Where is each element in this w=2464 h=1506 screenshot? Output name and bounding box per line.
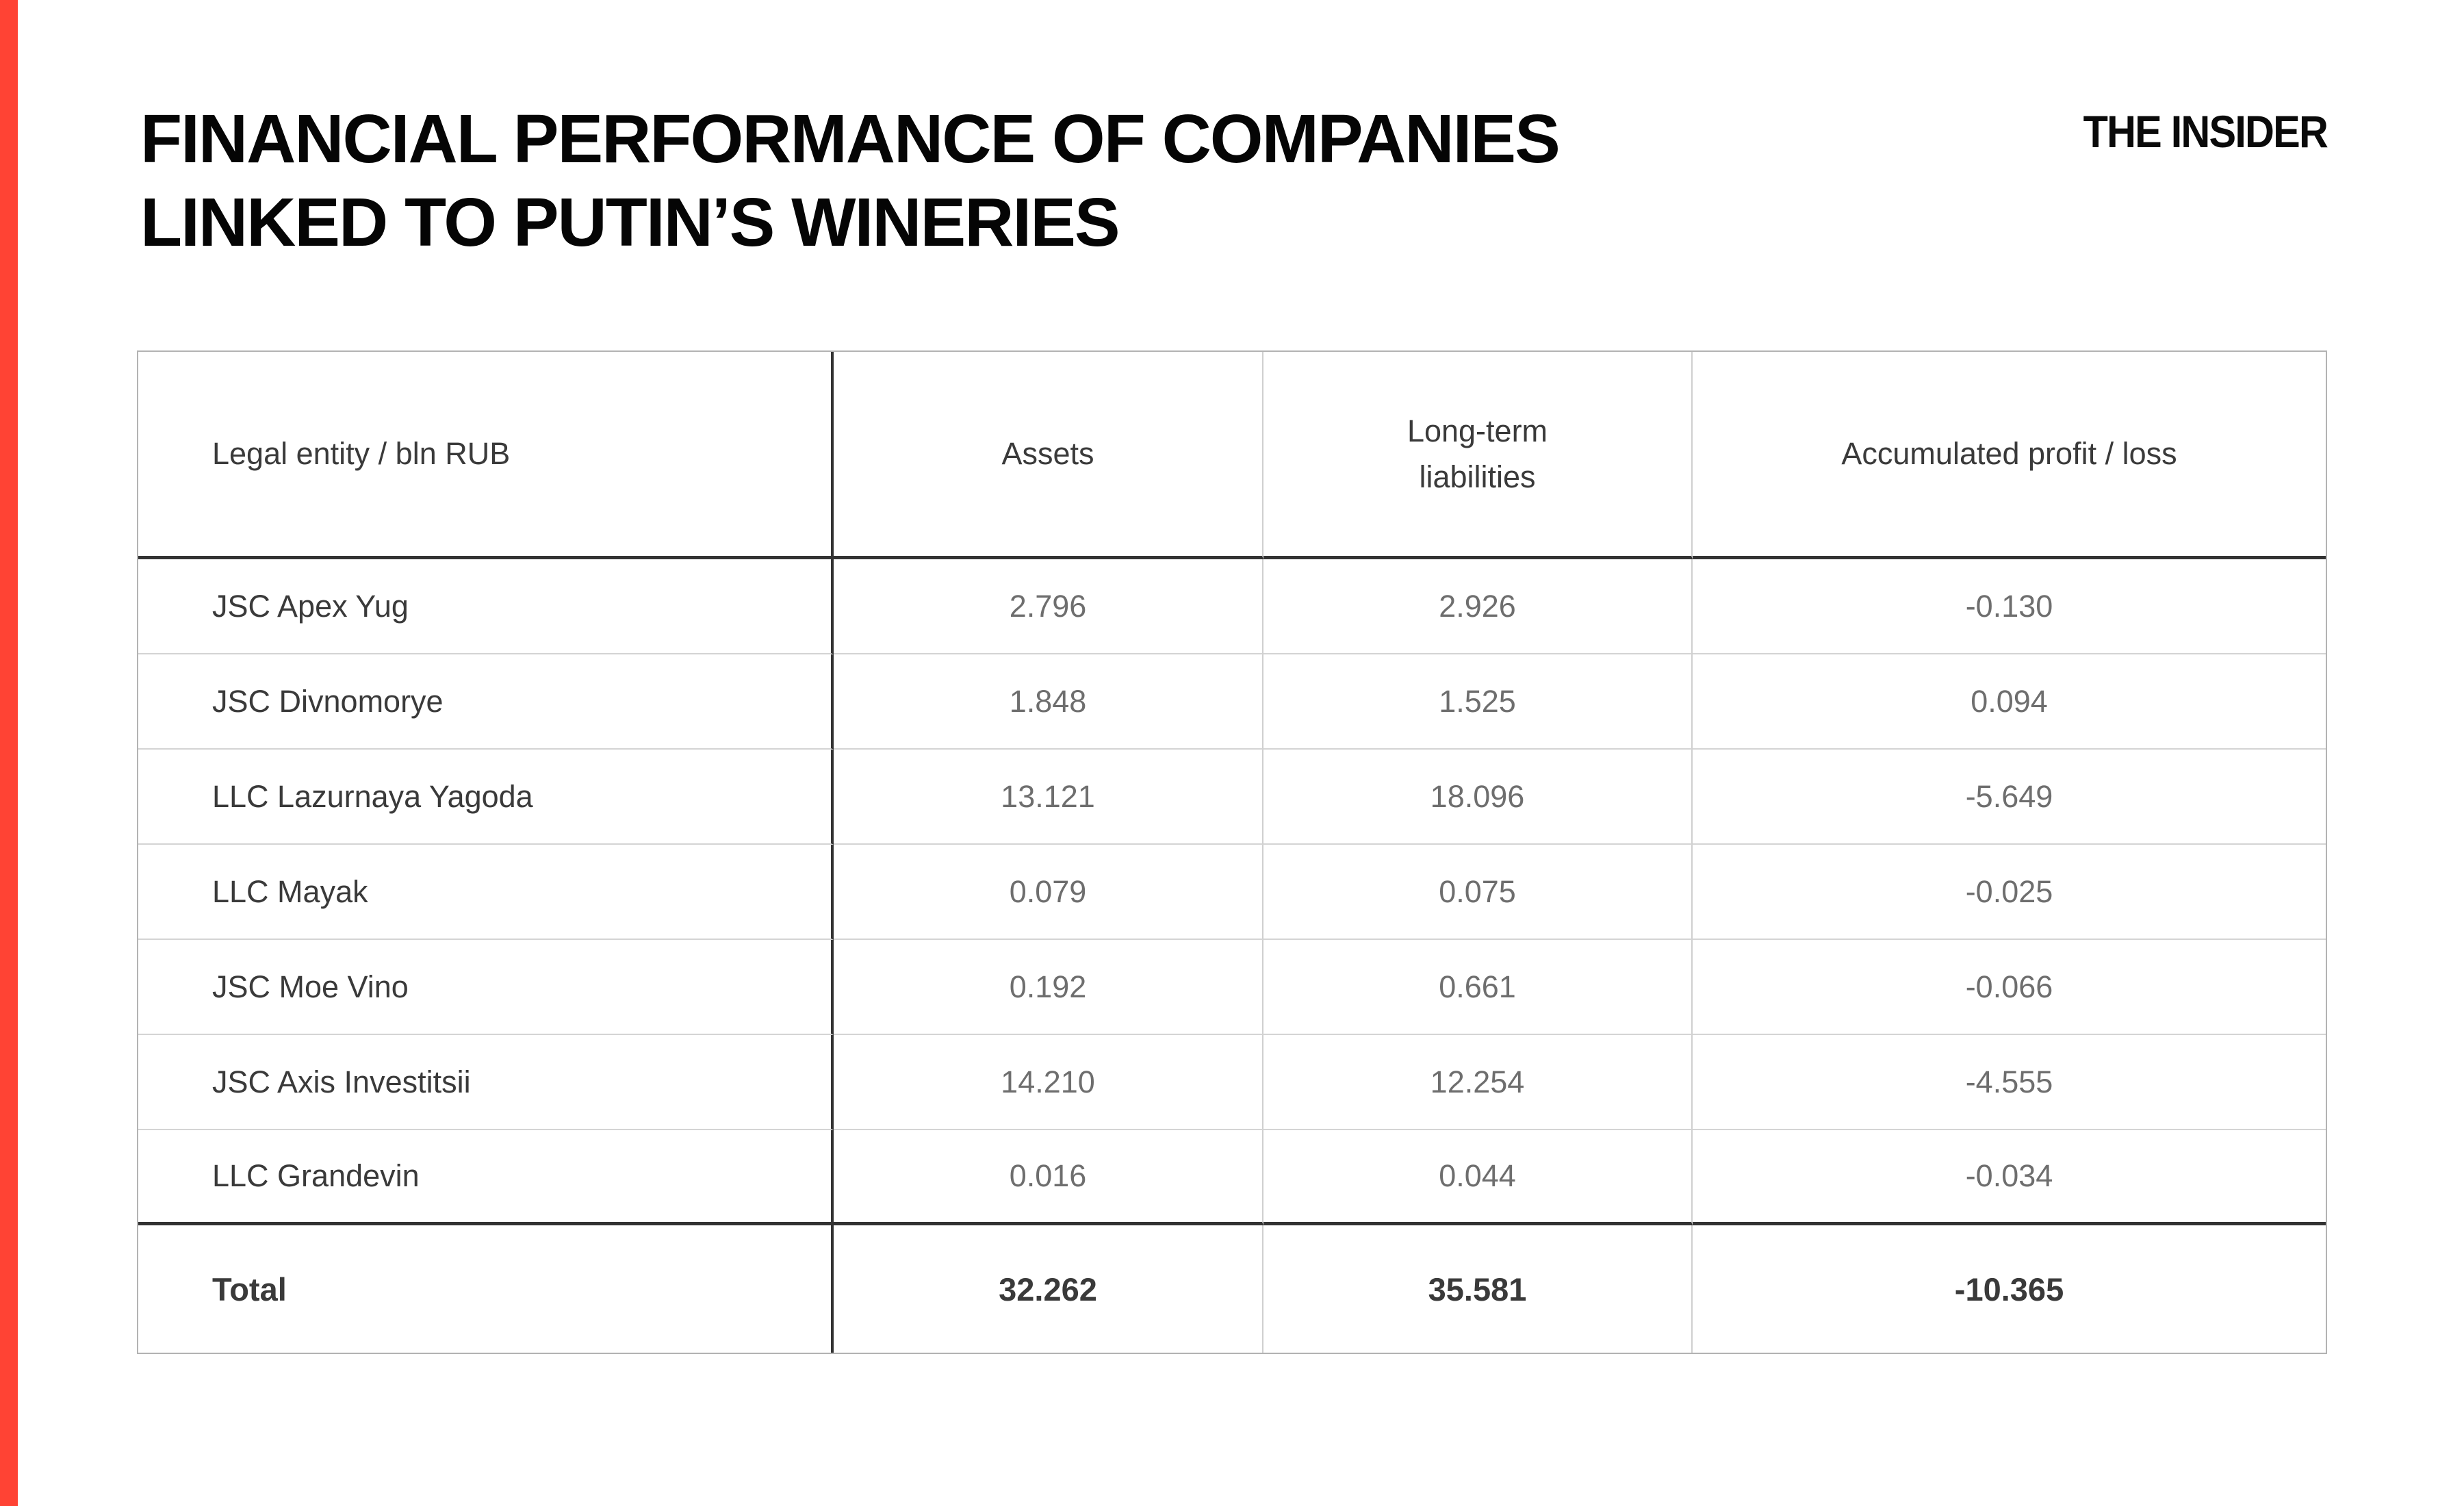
profit-cell: -0.066 [1693,940,2326,1035]
col-header-legal-entity: Legal entity / bln RUB [138,352,834,559]
total-liabilities-cell: 35.581 [1263,1225,1693,1353]
profit-cell: -0.034 [1693,1130,2326,1225]
col-header-profit: Accumulated profit / loss [1693,352,2326,559]
assets-cell: 1.848 [834,654,1263,750]
liabilities-cell: 0.044 [1263,1130,1693,1225]
liabilities-cell: 0.661 [1263,940,1693,1035]
entity-cell: LLC Grandevin [138,1130,834,1225]
page-title: FINANCIAL PERFORMANCE OF COMPANIES LINKE… [140,97,1561,264]
assets-cell: 13.121 [834,750,1263,845]
entity-cell: LLC Mayak [138,845,834,940]
liabilities-cell: 12.254 [1263,1035,1693,1130]
profit-cell: -5.649 [1693,750,2326,845]
page-title-line2: LINKED TO PUTIN’S WINERIES [140,184,1120,261]
total-label-cell: Total [138,1225,834,1353]
liabilities-cell: 2.926 [1263,559,1693,654]
col-header-liabilities-label: Long-term liabilities [1407,413,1548,495]
col-header-liabilities: Long-term liabilities [1263,352,1693,559]
assets-cell: 0.192 [834,940,1263,1035]
entity-cell: JSC Moe Vino [138,940,834,1035]
entity-cell: JSC Divnomorye [138,654,834,750]
entity-cell: JSC Apex Yug [138,559,834,654]
profit-cell: -0.130 [1693,559,2326,654]
profit-cell: -0.025 [1693,845,2326,940]
page-title-line1: FINANCIAL PERFORMANCE OF COMPANIES [140,101,1561,177]
financial-table: Legal entity / bln RUB Assets Long-term … [137,350,2327,1354]
assets-cell: 0.079 [834,845,1263,940]
total-profit-cell: -10.365 [1954,1271,2064,1307]
liabilities-cell: 1.525 [1263,654,1693,750]
col-header-assets: Assets [834,352,1263,559]
entity-cell: LLC Lazurnaya Yagoda [138,750,834,845]
total-assets-cell: 32.262 [834,1225,1263,1353]
liabilities-cell: 0.075 [1263,845,1693,940]
profit-cell: -4.555 [1693,1035,2326,1130]
assets-cell: 14.210 [834,1035,1263,1130]
col-header-profit-label: Accumulated profit / loss [1841,436,2177,472]
liabilities-cell: 18.096 [1263,750,1693,845]
entity-cell: JSC Axis Investitsii [138,1035,834,1130]
assets-cell: 2.796 [834,559,1263,654]
profit-cell: 0.094 [1693,654,2326,750]
accent-bar [0,0,18,1506]
brand-logo: THE INSIDER [2083,106,2328,157]
assets-cell: 0.016 [834,1130,1263,1225]
